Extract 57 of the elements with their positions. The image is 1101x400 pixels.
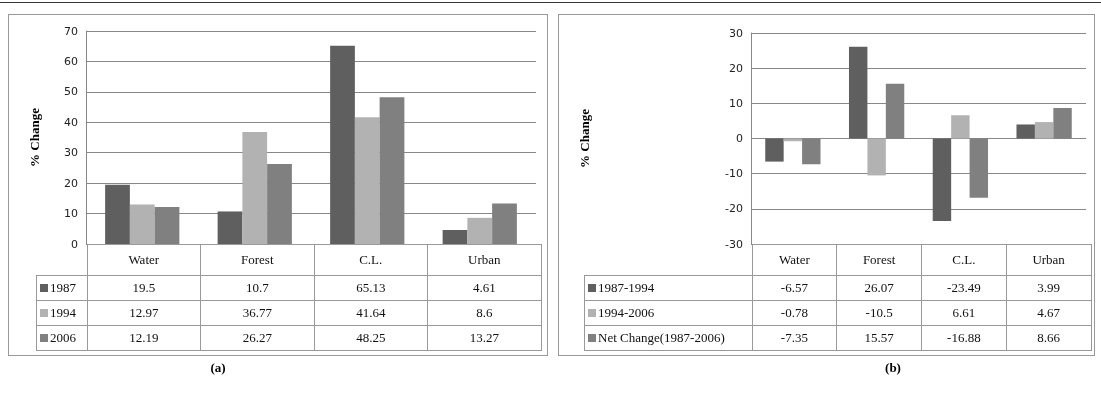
y-tick-label: 30 [729,26,743,40]
y-tick-label: -30 [725,237,743,251]
y-tick-label: 20 [64,176,78,190]
legend-label: 2006 [36,325,87,351]
text: (b) [885,360,901,376]
x-tick-label: Water [752,244,837,276]
data-label: -16.88 [921,325,1007,351]
data-label: 13.27 [427,325,541,351]
y-tick-label: 20 [729,61,743,75]
legend-label: 1994-2006 [584,300,752,326]
data-label: 12.97 [87,300,201,326]
x-tick-label: C.L. [314,244,428,276]
y-axis-title: % Change [577,108,592,168]
y-tick-label: 10 [729,96,743,110]
data-label: 6.61 [921,300,1007,326]
data-label: 8.6 [427,300,541,326]
data-label: 4.61 [427,275,541,301]
x-tick-label: Urban [427,244,541,276]
data-label: 36.77 [200,300,314,326]
data-label: -23.49 [921,275,1007,301]
x-tick-label: Forest [836,244,922,276]
legend-label: 1994 [36,300,87,326]
y-tick-label: 0 [736,132,743,145]
data-label: 65.13 [314,275,428,301]
data-label: 3.99 [1006,275,1091,301]
y-tick-label: -20 [725,202,743,216]
x-tick-label: C.L. [921,244,1007,276]
x-tick-label: Forest [200,244,314,276]
y-tick-label: 30 [64,146,78,160]
y-tick-label: 70 [64,24,78,38]
y-tick-label: 50 [64,85,78,99]
text: (a) [210,360,226,376]
x-tick-label: Water [87,244,201,276]
x-tick-label: Urban [1006,244,1091,276]
data-label: -0.78 [752,300,837,326]
data-label: 41.64 [314,300,428,326]
data-label: -6.57 [752,275,837,301]
data-label: 15.57 [836,325,922,351]
data-label: 10.7 [200,275,314,301]
legend-label: 1987 [36,275,87,301]
y-tick-label: 0 [71,237,78,251]
data-label: 12.19 [87,325,201,351]
data-label: 26.07 [836,275,922,301]
y-tick-label: 40 [64,115,78,129]
y-tick-label: 10 [64,207,78,221]
data-label: 4.67 [1006,300,1091,326]
y-tick-label: 60 [64,54,78,68]
data-label: 48.25 [314,325,428,351]
data-label: 19.5 [87,275,201,301]
y-axis-title: % Change [27,107,42,167]
data-label: 26.27 [200,325,314,351]
legend-label: Net Change(1987-2006) [584,325,752,351]
legend-label: 1987-1994 [584,275,752,301]
data-label: 8.66 [1006,325,1091,351]
data-label: -10.5 [836,300,922,326]
data-label: -7.35 [752,325,837,351]
y-tick-label: -10 [725,167,743,181]
